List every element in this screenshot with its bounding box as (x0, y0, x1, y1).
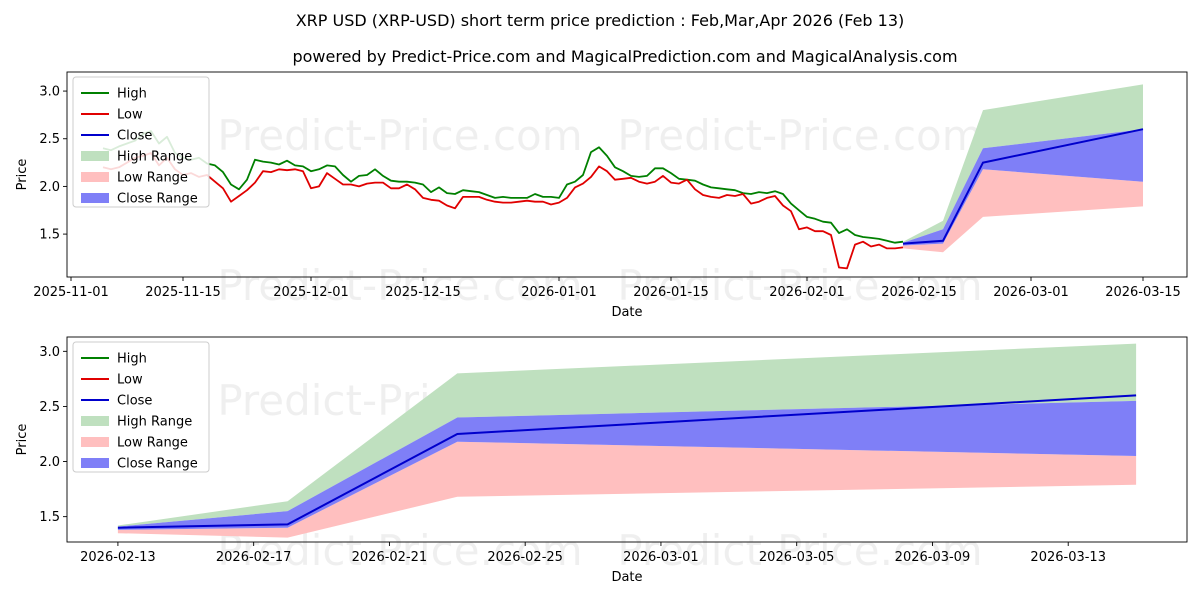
plot-area (102, 84, 1144, 270)
low-series-line (102, 152, 904, 270)
x-tick-label: 2025-11-15 (145, 285, 221, 300)
legend-swatch (81, 172, 109, 182)
y-tick-label: 3.0 (39, 345, 60, 360)
top-panel: Predict-Price.com Predict-Price.com Predic… (15, 71, 1188, 320)
y-axis-label: Price (15, 159, 30, 191)
y-tick-label: 1.5 (39, 510, 60, 525)
low-range-band (117, 441, 1137, 538)
low-range-band (903, 169, 1143, 253)
x-tick-label: 2026-01-01 (521, 285, 597, 300)
x-tick-label: 2026-03-01 (993, 285, 1069, 300)
legend-entry: Close (117, 129, 152, 144)
legend-entry: High (117, 352, 147, 367)
close-series-line (902, 128, 1144, 245)
x-tick-label: 2025-12-01 (273, 285, 349, 300)
legend-entry: High Range (117, 150, 192, 165)
close-range-band (117, 400, 1137, 530)
x-axis-label: Date (611, 570, 642, 585)
high-series-line (102, 130, 904, 244)
y-tick-label: 2.0 (39, 455, 60, 470)
y-axis-label: Price (15, 424, 30, 456)
x-tick-label: 2025-12-15 (385, 285, 461, 300)
x-tick-label: 2026-02-01 (769, 285, 845, 300)
x-tick-label: 2026-03-15 (1105, 285, 1181, 300)
legend-swatch (81, 416, 109, 426)
legend: High Low Close High Range Low Range Close Ran… (72, 341, 210, 473)
x-tick-label: 2026-02-21 (352, 550, 428, 565)
watermark-text: Predict-Price.com (217, 261, 582, 310)
chart-title: XRP USD (XRP-USD) short term price predi… (296, 11, 905, 30)
x-tick-label: 2026-02-25 (487, 550, 563, 565)
legend: High Low Close High Range Low Range Close Ran… (72, 76, 210, 208)
legend-entry: High (117, 87, 147, 102)
x-tick-label: 2026-01-15 (633, 285, 709, 300)
x-tick-label: 2026-03-09 (895, 550, 971, 565)
x-tick-label: 2026-03-01 (623, 550, 699, 565)
close-range-band (903, 129, 1143, 246)
legend-entry: High Range (117, 415, 192, 430)
y-tick-label: 1.5 (39, 228, 60, 243)
legend-entry: Low Range (117, 436, 188, 451)
legend-entry: Low (117, 108, 143, 123)
x-tick-label: 2026-02-17 (216, 550, 292, 565)
y-tick-label: 2.5 (39, 400, 60, 415)
plot-area (117, 343, 1137, 538)
legend-swatch (81, 151, 109, 161)
legend-entry: Close Range (117, 192, 198, 207)
chart-subtitle: powered by Predict-Price.com and Magical… (292, 47, 957, 66)
x-tick-label: 2026-03-13 (1030, 550, 1106, 565)
watermark-text: Predict-Price.com (617, 111, 982, 160)
watermark-text: Predict-Price.com (617, 261, 982, 310)
axes-frame (66, 336, 1188, 543)
y-tick-label: 3.0 (39, 85, 60, 100)
x-tick-label: 2025-11-01 (33, 285, 109, 300)
axes-frame (66, 71, 1188, 278)
y-tick-label: 2.0 (39, 180, 60, 195)
legend-swatch (81, 437, 109, 447)
legend-swatch (81, 458, 109, 468)
watermark-text: Predict-Price.com (217, 111, 582, 160)
x-axis-label: Date (611, 305, 642, 320)
y-tick-label: 2.5 (39, 132, 60, 147)
legend-entry: Low (117, 373, 143, 388)
x-tick-label: 2026-03-05 (759, 550, 835, 565)
x-tick-label: 2026-02-13 (80, 550, 156, 565)
legend-entry: Low Range (117, 171, 188, 186)
legend-entry: Close Range (117, 457, 198, 472)
high-range-band (117, 343, 1137, 527)
x-tick-label: 2026-02-15 (881, 285, 957, 300)
close-series-line (117, 394, 1137, 529)
legend-entry: Close (117, 394, 152, 409)
legend-swatch (81, 193, 109, 203)
watermark-text: Predict-Price.com (617, 526, 982, 575)
high-range-band (903, 84, 1143, 243)
